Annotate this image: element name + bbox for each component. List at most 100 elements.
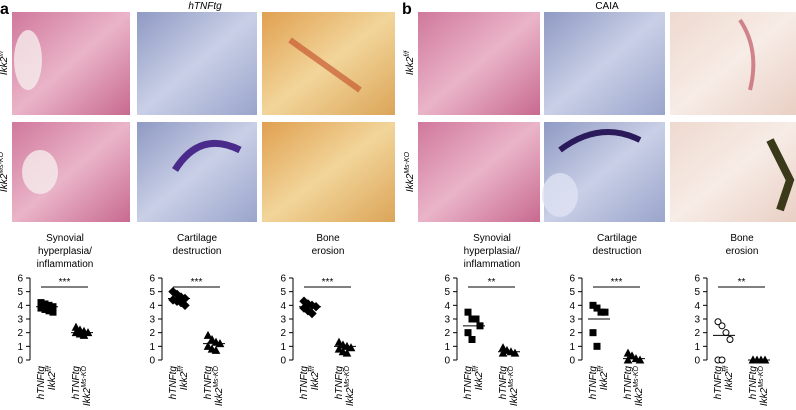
tissue-detail	[22, 150, 58, 194]
x-tick-gene: Ikk2	[509, 387, 520, 406]
panel-letter: a	[0, 1, 9, 18]
data-point	[510, 348, 520, 357]
y-tick-label: 6	[444, 274, 450, 285]
histology-image	[670, 12, 796, 115]
significance-label: ***	[322, 277, 334, 288]
x-tick-sup: Ms-KO	[758, 365, 765, 387]
tissue-detail	[738, 18, 756, 91]
x-tick-label: Ikk2f/f	[46, 365, 58, 390]
y-tick-label: 0	[280, 356, 286, 367]
x-tick-sup: f/f	[178, 365, 185, 372]
y-tick-label: 6	[280, 274, 286, 285]
x-tick-label: Ikk2f/f	[473, 365, 485, 390]
x-tick-sup: Ms-KO	[508, 365, 515, 387]
x-tick-label: Ikk2f/f	[178, 365, 190, 390]
x-tick-label: hTNFtg	[713, 366, 724, 400]
y-tick-label: 6	[694, 274, 700, 285]
tissue-detail	[288, 37, 362, 93]
y-tick-label: 4	[280, 301, 286, 312]
x-tick-label: Ikk2Ms-KO	[213, 365, 225, 406]
data-point	[211, 345, 221, 354]
x-tick-sup: f/f	[473, 365, 480, 372]
row-sup: Ms-KO	[0, 151, 5, 173]
row-gene: Ikk2	[405, 56, 416, 75]
x-tick-sup: f/f	[598, 365, 605, 372]
data-point	[623, 355, 633, 364]
chart-title: Synovial	[46, 233, 84, 244]
chart-title: inflammation	[37, 259, 94, 270]
y-tick-label: 2	[569, 328, 575, 339]
chart-title: inflammation	[464, 259, 521, 270]
chart-title: Bone	[316, 233, 340, 244]
data-point	[464, 329, 472, 337]
chart-title: Cartilage	[597, 233, 637, 244]
y-tick-label: 6	[569, 274, 575, 285]
data-point	[601, 308, 609, 316]
y-tick-label: 6	[17, 274, 23, 285]
y-tick-label: 5	[149, 287, 155, 298]
chart-title: Bone	[730, 233, 754, 244]
row-sup: Ms-KO	[404, 151, 411, 173]
y-tick-label: 6	[149, 274, 155, 285]
histology-image	[262, 12, 395, 115]
x-tick-label: hTNFtg	[463, 366, 474, 400]
y-tick-label: 4	[17, 301, 23, 312]
significance-label: ***	[59, 277, 71, 288]
tissue-detail	[172, 139, 242, 172]
x-tick-sup: f/f	[723, 365, 730, 372]
significance-label: ***	[611, 277, 623, 288]
row-label: Ikk2Ms-KO	[404, 151, 416, 192]
row-gene: Ikk2	[0, 56, 10, 75]
data-point	[207, 334, 217, 343]
y-tick-label: 3	[280, 315, 286, 326]
x-tick-sup: Ms-KO	[81, 365, 88, 387]
chart-title: erosion	[726, 246, 759, 257]
x-tick-sup: Ms-KO	[633, 365, 640, 387]
data-point	[472, 315, 480, 323]
row-gene: Ikk2	[405, 173, 416, 192]
y-tick-label: 3	[569, 315, 575, 326]
data-point	[203, 330, 213, 339]
data-point	[593, 304, 601, 312]
x-tick-label: hTNFtg	[203, 366, 214, 400]
y-tick-label: 5	[694, 287, 700, 298]
histology-image	[544, 12, 665, 115]
chart-title: Synovial	[473, 233, 511, 244]
y-tick-label: 4	[569, 301, 575, 312]
data-point	[468, 336, 476, 343]
x-tick-label: hTNFtg	[498, 366, 509, 400]
significance-label: **	[488, 277, 496, 288]
x-tick-gene: Ikk2	[724, 371, 735, 390]
data-point	[718, 322, 726, 330]
x-tick-sup: Ms-KO	[213, 365, 220, 387]
y-tick-label: 0	[569, 356, 575, 367]
y-tick-label: 2	[17, 328, 23, 339]
data-point	[722, 329, 730, 337]
histology-image	[137, 12, 257, 115]
row-sup: f/f	[0, 50, 5, 57]
data-point	[342, 348, 352, 357]
y-tick-label: 3	[444, 315, 450, 326]
x-tick-gene: Ikk2	[47, 371, 58, 390]
x-tick-gene: Ikk2	[634, 387, 645, 406]
panel-letter: b	[402, 1, 412, 18]
x-tick-sup: f/f	[309, 365, 316, 372]
y-tick-label: 1	[17, 342, 23, 353]
y-tick-label: 0	[444, 356, 450, 367]
data-point	[718, 356, 726, 364]
data-point	[203, 341, 213, 350]
data-point	[726, 336, 734, 343]
y-tick-label: 2	[280, 328, 286, 339]
x-tick-gene: Ikk2	[179, 371, 190, 390]
x-tick-label: Ikk2f/f	[598, 365, 610, 390]
x-tick-sup: f/f	[46, 365, 53, 372]
data-point	[180, 300, 190, 311]
x-tick-gene: Ikk2	[759, 387, 770, 406]
x-tick-label: Ikk2Ms-KO	[344, 365, 356, 406]
y-tick-label: 0	[149, 356, 155, 367]
y-tick-label: 3	[694, 315, 700, 326]
y-tick-label: 2	[694, 328, 700, 339]
y-tick-label: 1	[280, 342, 286, 353]
histology-image	[262, 122, 395, 222]
tissue-detail	[558, 129, 642, 153]
